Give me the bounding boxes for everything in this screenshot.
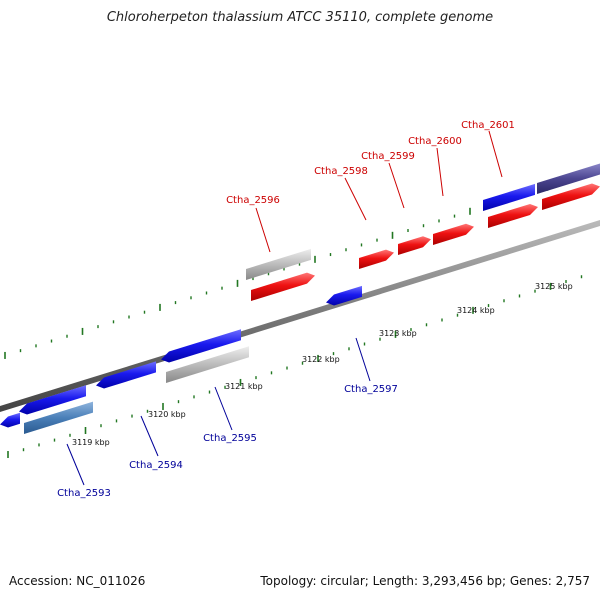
gene-label-ctha-2593[interactable]: Ctha_2593 bbox=[57, 488, 111, 499]
gene-feature-ctha-2601[interactable] bbox=[488, 203, 538, 228]
genome-backbone bbox=[0, 220, 600, 412]
gene-label-ctha-2600[interactable]: Ctha_2600 bbox=[408, 136, 462, 147]
leader-ctha-2597 bbox=[355, 337, 371, 382]
inner-dotted-track bbox=[7, 275, 583, 459]
leader-ctha-2601 bbox=[488, 130, 503, 178]
gene-label-ctha-2594[interactable]: Ctha_2594 bbox=[129, 460, 183, 471]
tick-label-3125: 3125 kbp bbox=[535, 282, 573, 291]
gene-feature-ctha-2599[interactable] bbox=[398, 236, 431, 255]
gene-label-ctha-2595[interactable]: Ctha_2595 bbox=[203, 433, 257, 444]
gene-feature-ctha-2597[interactable] bbox=[326, 285, 362, 306]
map-title: Chloroherpeton thalassium ATCC 35110, co… bbox=[106, 10, 494, 25]
tick-label-3124: 3124 kbp bbox=[457, 306, 495, 315]
gene-label-ctha-2599[interactable]: Ctha_2599 bbox=[361, 151, 415, 162]
tick-label-3123: 3123 kbp bbox=[379, 329, 417, 338]
gene-label-ctha-2601[interactable]: Ctha_2601 bbox=[461, 120, 515, 131]
gene-feature-left-edge[interactable] bbox=[0, 412, 20, 428]
tick-label-3120: 3120 kbp bbox=[148, 410, 186, 419]
gene-label-ctha-2597[interactable]: Ctha_2597 bbox=[344, 384, 398, 395]
gene-feature-next-purple[interactable] bbox=[537, 163, 600, 194]
forward-gene-labels: Ctha_2596 Ctha_2598 Ctha_2599 Ctha_2600 … bbox=[226, 120, 515, 206]
tick-label-3122: 3122 kbp bbox=[302, 355, 340, 364]
leader-ctha-2600 bbox=[436, 147, 444, 197]
gene-label-ctha-2598[interactable]: Ctha_2598 bbox=[314, 166, 368, 177]
gene-feature-ctha-2596-gray[interactable] bbox=[246, 248, 311, 280]
accession-text: Accession: NC_011026 bbox=[9, 574, 146, 588]
gene-feature-ctha-2601-blue[interactable] bbox=[483, 183, 535, 211]
gene-feature-ctha-2600[interactable] bbox=[433, 223, 474, 245]
leader-ctha-2596 bbox=[255, 207, 271, 253]
gene-feature-ctha-2598[interactable] bbox=[359, 249, 394, 269]
gene-feature-ctha-2595[interactable] bbox=[161, 329, 241, 363]
leader-ctha-2595 bbox=[214, 386, 233, 431]
leader-ctha-2593 bbox=[66, 443, 85, 486]
leader-ctha-2599 bbox=[388, 162, 405, 209]
gene-feature-ctha-2594[interactable] bbox=[96, 361, 156, 389]
leader-ctha-2594 bbox=[140, 415, 159, 457]
gene-feature-next-red[interactable] bbox=[542, 183, 600, 211]
gene-feature-ctha-2596[interactable] bbox=[251, 272, 315, 301]
leader-ctha-2598 bbox=[344, 177, 367, 221]
label-leaders bbox=[66, 130, 503, 486]
genome-summary-text: Topology: circular; Length: 3,293,456 bp… bbox=[260, 574, 590, 588]
gene-feature-ctha-2593[interactable] bbox=[19, 385, 86, 415]
gene-feature-ctha-2595-gray[interactable] bbox=[166, 346, 249, 383]
gene-feature-ctha-2593-steel[interactable] bbox=[24, 401, 93, 434]
scale-tick-labels: 3119 kbp 3120 kbp 3121 kbp 3122 kbp 3123… bbox=[72, 282, 573, 447]
gene-label-ctha-2596[interactable]: Ctha_2596 bbox=[226, 195, 280, 206]
tick-label-3121: 3121 kbp bbox=[225, 382, 263, 391]
reverse-gene-labels: Ctha_2593 Ctha_2594 Ctha_2595 Ctha_2597 bbox=[57, 384, 398, 499]
tick-label-3119: 3119 kbp bbox=[72, 438, 110, 447]
gene-features bbox=[0, 163, 600, 434]
